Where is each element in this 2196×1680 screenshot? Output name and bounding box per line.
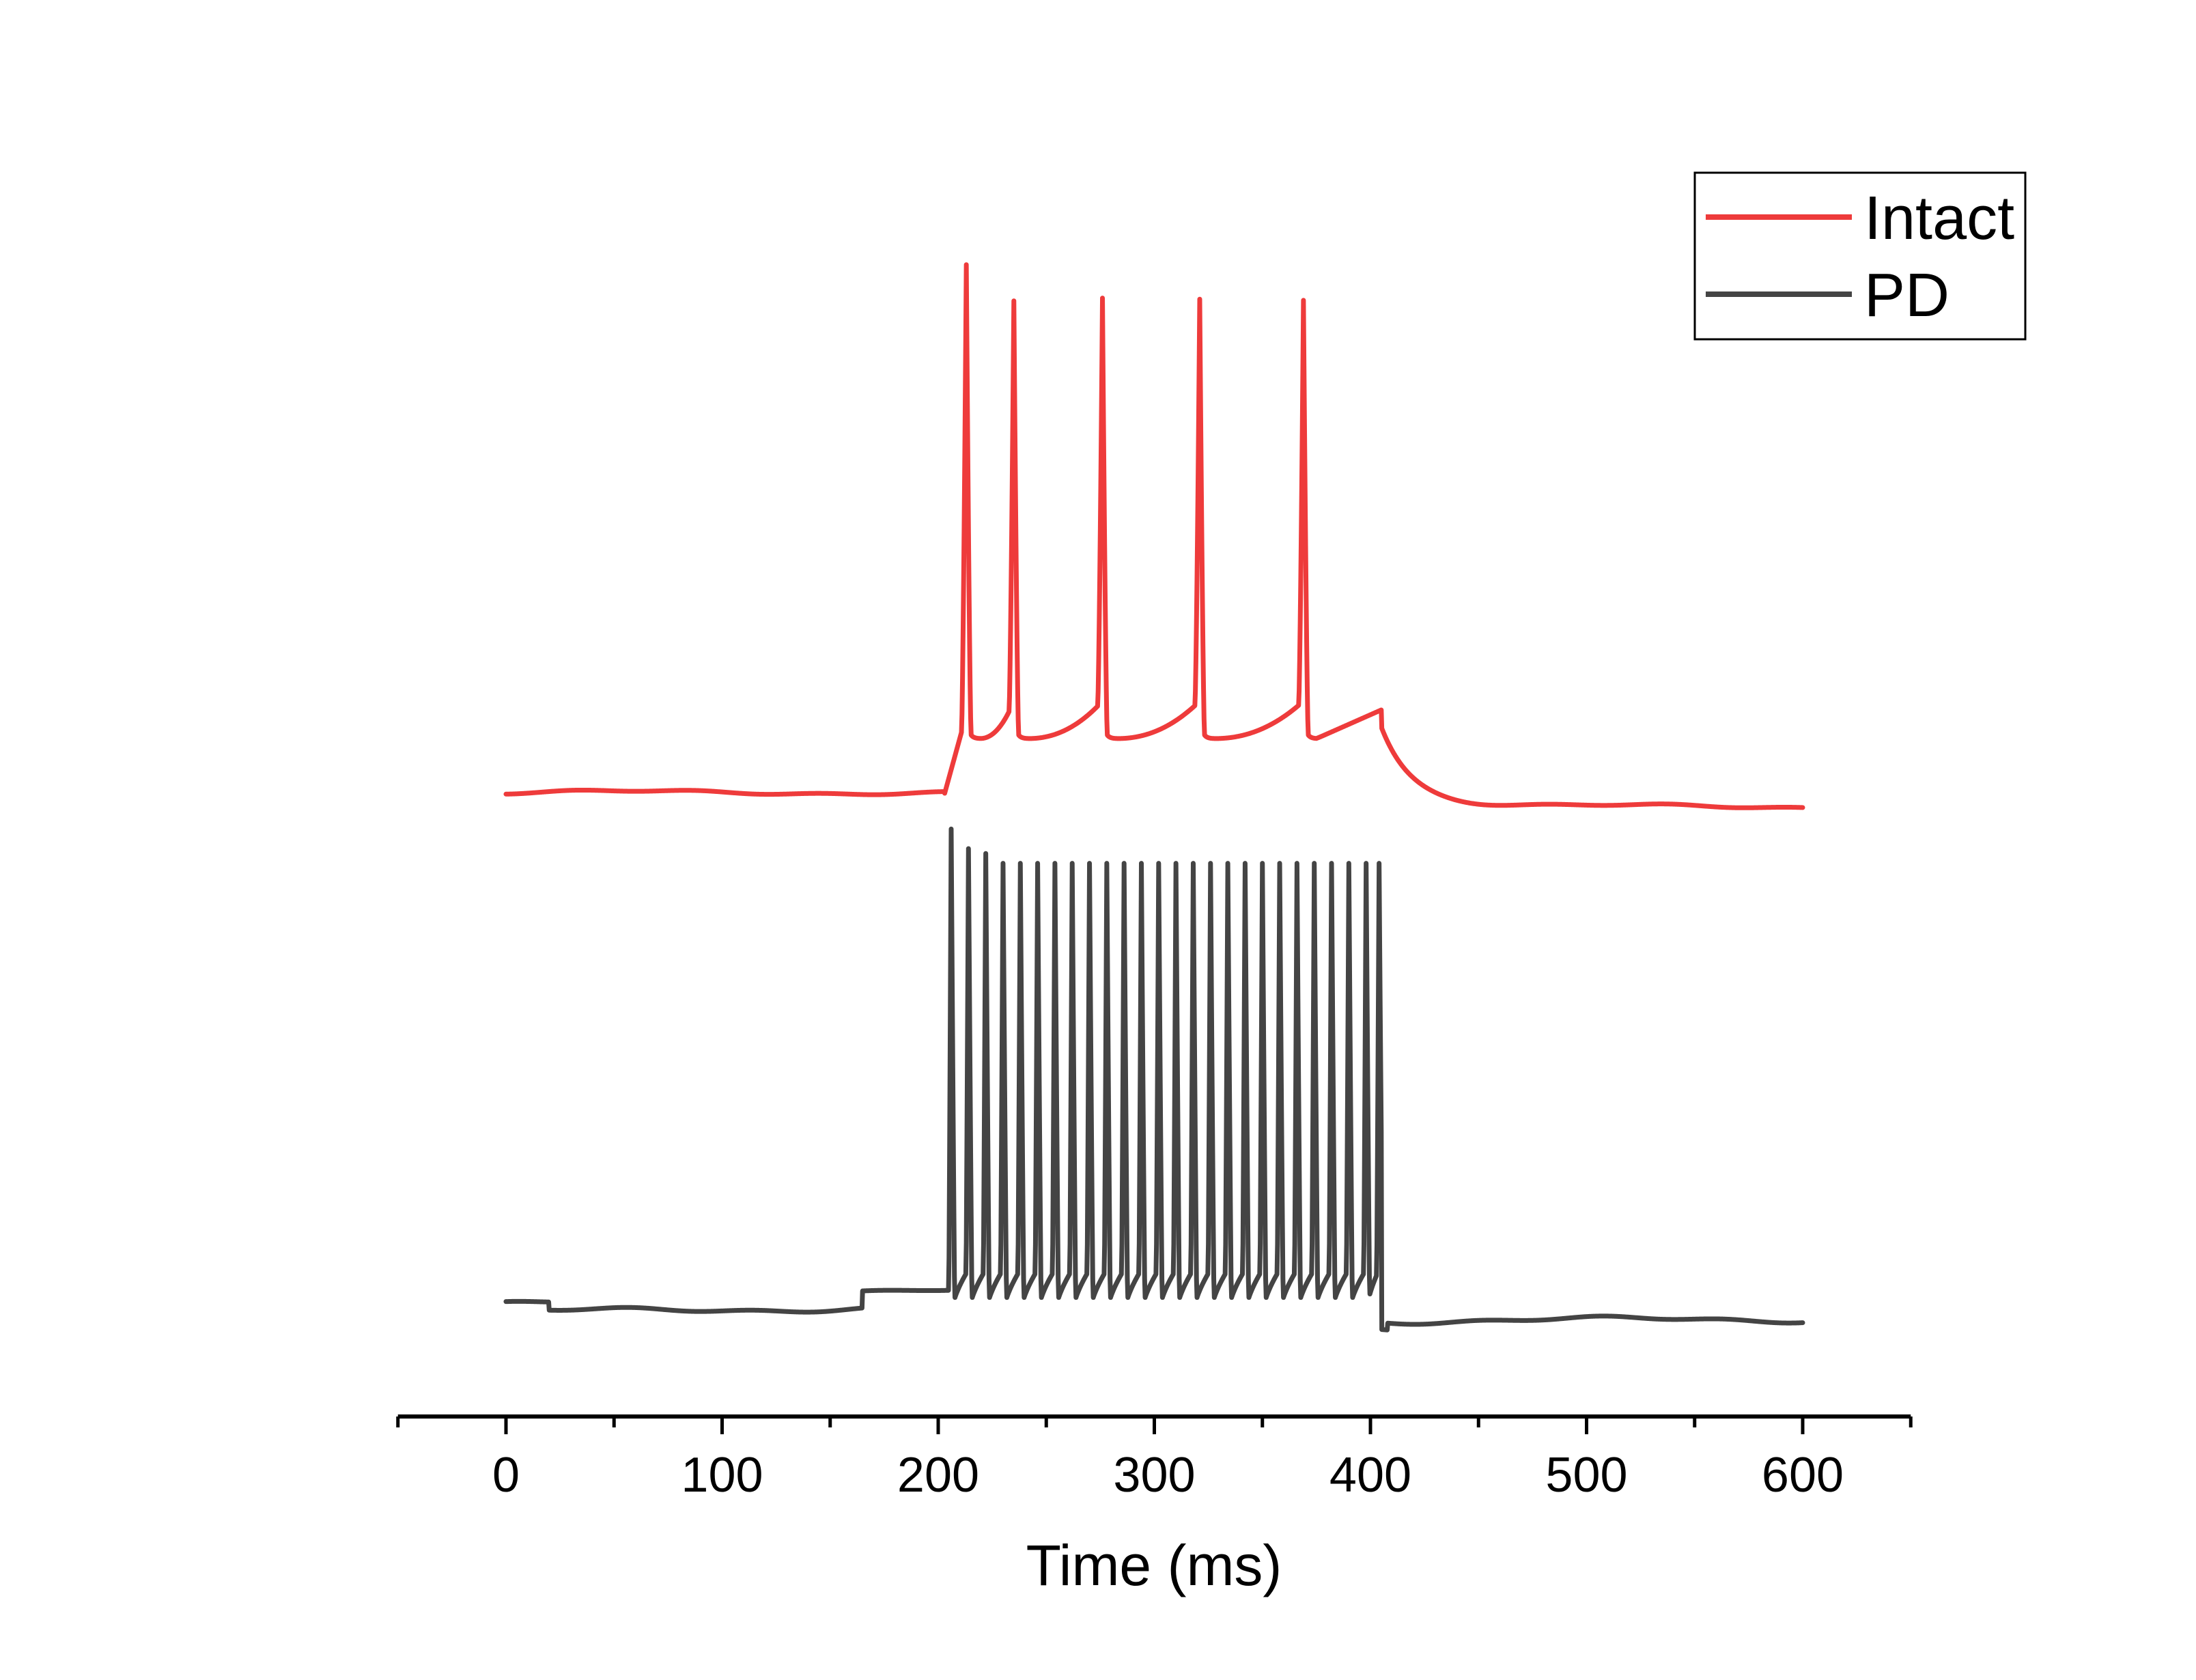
x-tick-label: 0 [492,1448,520,1503]
x-tick-label: 100 [681,1448,763,1503]
x-tick-label: 300 [1113,1448,1195,1503]
legend-box [1693,171,2027,341]
legend-label: Intact [1864,184,2014,253]
plot-area [503,262,1805,1333]
x-tick-label: 200 [897,1448,979,1503]
series-line-pd [503,826,1805,1333]
x-tick-label: 600 [1762,1448,1844,1503]
x-axis: 0 100 200 300 400 500 600 [396,1414,1913,1503]
x-tick-label: 500 [1545,1448,1627,1503]
legend-label: PD [1864,261,1949,330]
legend: Intact PD [1693,171,2027,341]
series-line-intact [503,262,1805,810]
x-axis-title: Time (ms) [1026,1533,1282,1597]
x-tick-label: 400 [1329,1448,1411,1503]
